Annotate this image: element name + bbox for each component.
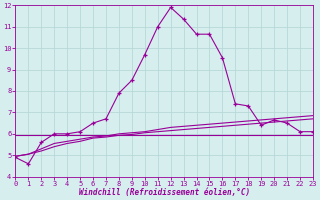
- X-axis label: Windchill (Refroidissement éolien,°C): Windchill (Refroidissement éolien,°C): [79, 188, 250, 197]
